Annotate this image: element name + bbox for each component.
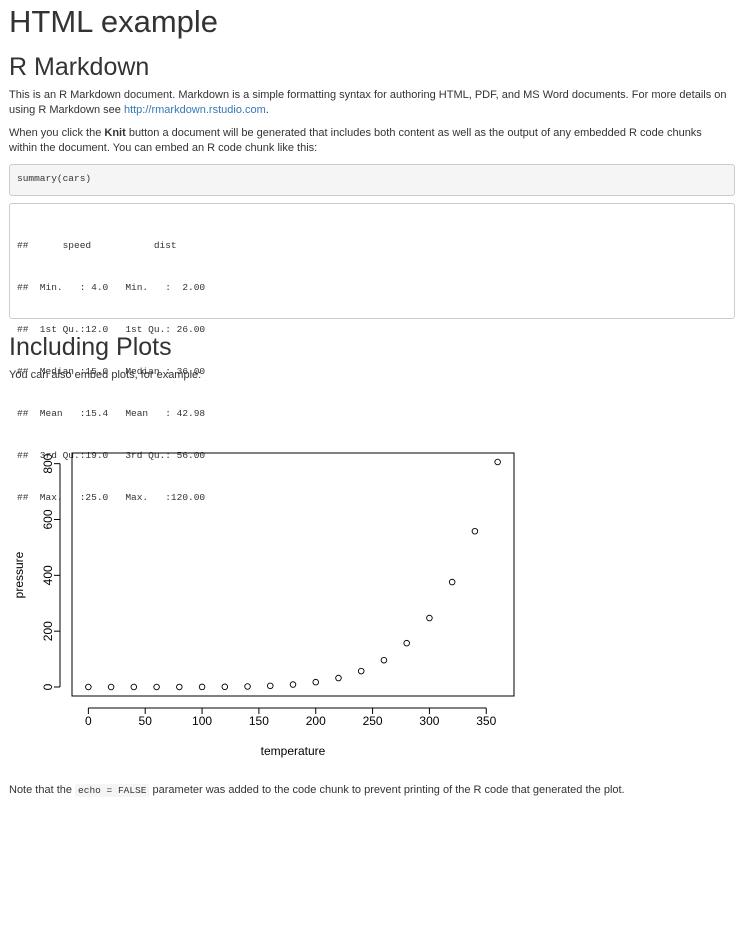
- intro-paragraph: This is an R Markdown document. Markdown…: [9, 88, 731, 118]
- data-point: [335, 674, 342, 682]
- note-text-pre: Note that the: [9, 784, 76, 796]
- data-point: [107, 683, 115, 691]
- note-paragraph: Note that the echo = FALSE parameter was…: [9, 783, 731, 798]
- plot-marks: 0 50 100 150 200 250 300 350 0 200 400 600 800: [41, 453, 501, 728]
- x-tick-label: 100: [192, 714, 212, 728]
- output-line: ## Max. :25.0 Max. :120.00: [17, 492, 217, 503]
- note-inline-code: echo = FALSE: [75, 784, 150, 797]
- data-point: [153, 683, 160, 691]
- data-point: [403, 639, 410, 647]
- x-tick-label: 50: [139, 714, 153, 728]
- data-point: [426, 614, 433, 622]
- plot-frame: [71, 452, 515, 697]
- knit-paragraph: When you click the Knit button a documen…: [9, 126, 731, 156]
- output-line: ## 3rd Qu.:19.0 3rd Qu.: 56.00: [17, 450, 217, 461]
- section-heading-r-markdown: R Markdown: [9, 53, 150, 81]
- data-point: [198, 683, 206, 691]
- data-point: [448, 578, 456, 586]
- y-tick-label: 400: [41, 565, 55, 585]
- x-tick-label: 250: [363, 714, 383, 728]
- x-tick-label: 200: [306, 714, 326, 728]
- data-point: [494, 458, 501, 466]
- data-point: [357, 667, 365, 675]
- data-point: [130, 683, 138, 691]
- x-tick-label: 350: [476, 714, 496, 728]
- note-text-post: parameter was added to the code chunk to…: [149, 784, 625, 796]
- intro-end: .: [265, 104, 269, 116]
- x-tick-label: 0: [85, 714, 92, 728]
- data-point: [380, 656, 388, 664]
- pressure-temperature-plot: 0 50 100 150 200 250 300 350 0 200 400 600 800 tempe…: [12, 452, 515, 758]
- code-chunk-output: ## speed dist ## Min. : 4.0 Min. : 2.00 …: [9, 203, 735, 503]
- plots-intro: You can also embed plots, for example:: [9, 369, 202, 381]
- y-axis-label: pressure: [12, 551, 26, 598]
- data-point: [176, 683, 183, 691]
- data-point: [312, 678, 319, 686]
- knit-text-pre: When you click the: [9, 127, 105, 139]
- code-chunk-source: summary(cars): [9, 164, 735, 196]
- data-point: [289, 681, 297, 688]
- y-tick-label: 800: [41, 453, 55, 473]
- output-line: ## 1st Qu.:12.0 1st Qu.: 26.00: [17, 324, 217, 335]
- output-line: ## Mean :15.4 Mean : 42.98: [17, 408, 217, 419]
- output-line: ## speed dist: [17, 240, 217, 251]
- data-point: [244, 683, 251, 690]
- rmarkdown-link[interactable]: http://rmarkdown.rstudio.com: [123, 104, 266, 116]
- y-tick-label: 200: [41, 621, 55, 641]
- section-heading-including-plots: Including Plots: [9, 333, 172, 361]
- knit-bold: Knit: [104, 127, 126, 139]
- page-title: HTML example: [9, 4, 219, 39]
- data-point: [221, 683, 229, 691]
- y-tick-label: 600: [41, 509, 55, 529]
- knit-text-post: button a document will be generated that…: [9, 127, 702, 154]
- x-tick-label: 150: [249, 714, 269, 728]
- data-point: [85, 683, 92, 691]
- output-line: ## Min. : 4.0 Min. : 2.00: [17, 282, 217, 293]
- intro-text: This is an R Markdown document. Markdown…: [9, 89, 727, 116]
- data-point: [471, 527, 479, 535]
- data-point: [267, 682, 274, 690]
- output-line: ## Median :15.0 Median : 36.00: [17, 366, 217, 377]
- y-tick-label: 0: [41, 683, 55, 690]
- x-tick-label: 300: [419, 714, 439, 728]
- x-axis-label: temperature: [261, 744, 326, 758]
